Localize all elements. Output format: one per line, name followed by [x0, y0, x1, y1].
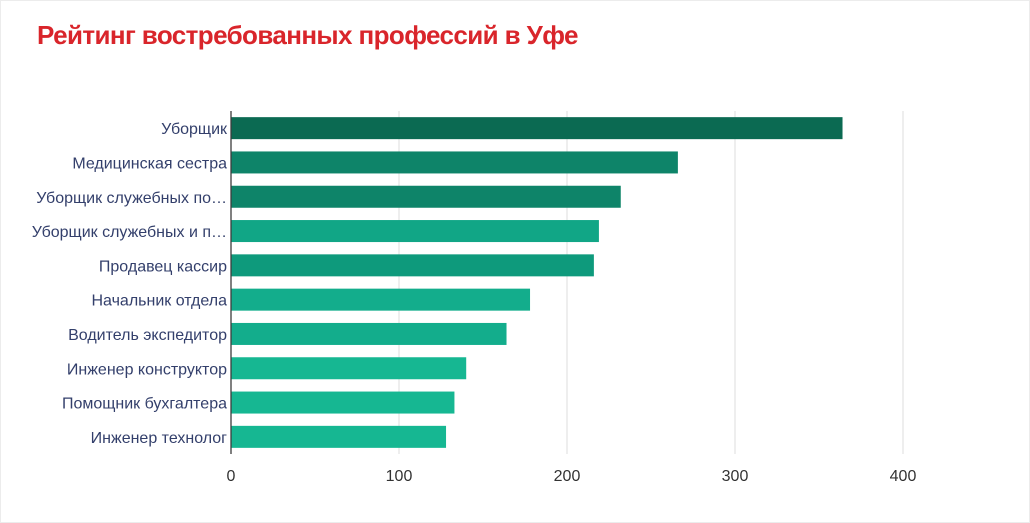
x-tick-label: 200	[554, 468, 581, 485]
category-label: Водитель экспедитор	[68, 327, 227, 344]
x-tick-label: 300	[722, 468, 749, 485]
bar	[231, 117, 843, 140]
bar	[231, 185, 621, 208]
category-label: Продавец кассир	[99, 258, 227, 275]
category-label: Уборщик	[161, 121, 228, 138]
category-label: Медицинская сестра	[72, 155, 227, 172]
bar	[231, 220, 599, 243]
category-label: Помощник бухгалтера	[62, 396, 227, 413]
x-tick-label: 400	[890, 468, 917, 485]
category-label: Инженер конструктор	[67, 361, 227, 378]
bar	[231, 391, 455, 414]
x-tick-label: 100	[386, 468, 413, 485]
bar	[231, 425, 447, 448]
category-label: Уборщик служебных по…	[36, 190, 227, 207]
bar	[231, 322, 507, 345]
x-tick-label: 0	[227, 468, 236, 485]
bar	[231, 151, 678, 174]
category-label: Инженер технолог	[91, 430, 228, 447]
bar	[231, 357, 467, 380]
category-label: Начальник отдела	[91, 293, 227, 310]
chart-title: Рейтинг востребованных профессий в Уфе	[37, 20, 578, 50]
bar	[231, 254, 594, 277]
bar	[231, 288, 531, 311]
category-label: Уборщик служебных и п…	[32, 224, 227, 241]
